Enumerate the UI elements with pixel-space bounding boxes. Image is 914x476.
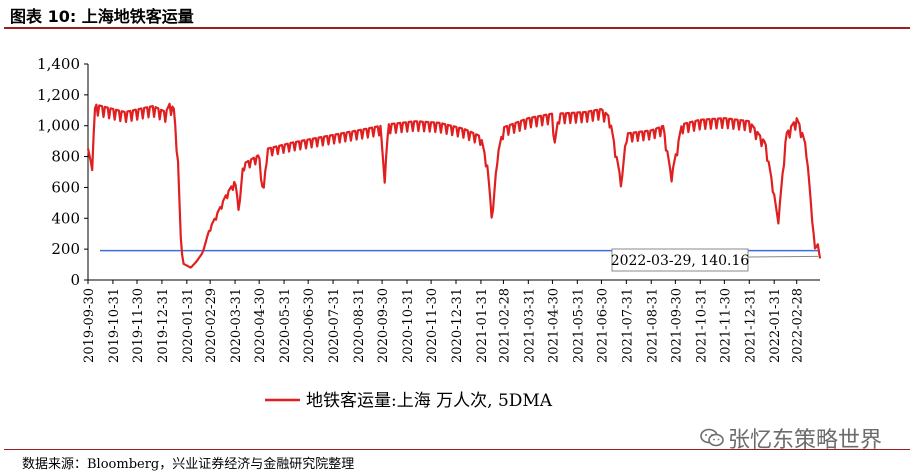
y-tick-label: 1,400	[37, 55, 80, 73]
x-tick-label: 2021-10-31	[694, 288, 709, 363]
chart-axes: 0 200 400 600 800 1,000 1,200 1,400 2019-09-30 20…	[37, 55, 820, 363]
x-tick-label: 2021-06-30	[595, 288, 610, 363]
x-tick-label: 2020-04-30	[253, 288, 268, 363]
x-tick-label: 2019-12-31	[156, 288, 171, 363]
watermark: 张忆东策略世界	[700, 422, 882, 454]
annotation-label: 2022-03-29, 140.16	[611, 253, 750, 269]
x-tick-label: 2022-01-31	[768, 288, 783, 363]
y-tick-label: 800	[51, 148, 80, 166]
watermark-text: 张忆东策略世界	[728, 428, 883, 453]
wechat-icon	[700, 428, 724, 447]
top-rule	[4, 27, 910, 29]
x-tick-label: 2021-02-28	[497, 288, 512, 363]
y-tick-label: 0	[70, 271, 80, 289]
chart-annotation: 2022-03-29, 140.16	[611, 248, 819, 272]
x-tick-label: 2019-10-31	[107, 288, 122, 363]
source-note: 数据来源：Bloomberg，兴业证券经济与金融研究院整理	[22, 457, 355, 472]
chart-title: 图表 10: 上海地铁客运量	[10, 7, 194, 26]
annotation-leader	[747, 255, 819, 258]
x-tick-label: 2020-06-30	[302, 288, 317, 363]
legend-label: 地铁客运量:上海 万人次, 5DMA	[306, 391, 553, 411]
x-tick-label: 2020-07-31	[327, 288, 342, 363]
x-tick-label: 2021-04-30	[546, 288, 561, 363]
y-tick-label: 1,200	[37, 86, 80, 104]
x-tick-label: 2022-02-28	[791, 288, 806, 363]
x-tick-label: 2020-05-31	[278, 288, 293, 363]
x-tick-label: 2021-12-31	[743, 288, 758, 363]
x-tick-label: 2021-03-31	[522, 288, 537, 363]
x-tick-label: 2020-08-31	[352, 288, 367, 363]
x-tick-label: 2020-10-31	[401, 288, 416, 363]
bottom-rule	[4, 449, 910, 450]
x-tick-label: 2019-11-30	[131, 288, 146, 363]
y-tick-label: 600	[51, 178, 80, 196]
x-tick-label: 2020-12-31	[450, 288, 465, 363]
y-tick-label: 1,000	[37, 117, 80, 135]
line-chart: 0 200 400 600 800 1,000 1,200 1,400 2019-09-30 20…	[37, 55, 822, 411]
chart-legend: 地铁客运量:上海 万人次, 5DMA	[265, 391, 553, 411]
x-tick-label: 2020-09-30	[376, 288, 391, 363]
series-line	[86, 102, 822, 269]
chart-series	[86, 102, 822, 269]
x-tick-label: 2021-09-30	[669, 288, 684, 363]
x-tick-label: 2021-11-30	[718, 288, 733, 363]
x-tick-label: 2020-03-31	[229, 288, 244, 363]
x-tick-label: 2021-01-31	[475, 288, 490, 363]
x-tick-label: 2020-01-31	[181, 288, 196, 363]
x-tick-label: 2021-07-31	[620, 288, 635, 363]
x-tick-label: 2021-05-31	[571, 288, 586, 363]
x-tick-label: 2020-02-29	[204, 288, 219, 363]
x-tick-label: 2019-09-30	[82, 288, 97, 363]
x-tick-label: 2021-08-31	[645, 288, 660, 363]
x-tick-label: 2020-11-30	[425, 288, 440, 363]
y-tick-label: 200	[51, 240, 80, 258]
annotation-box	[611, 248, 749, 272]
y-tick-label: 400	[51, 209, 80, 227]
